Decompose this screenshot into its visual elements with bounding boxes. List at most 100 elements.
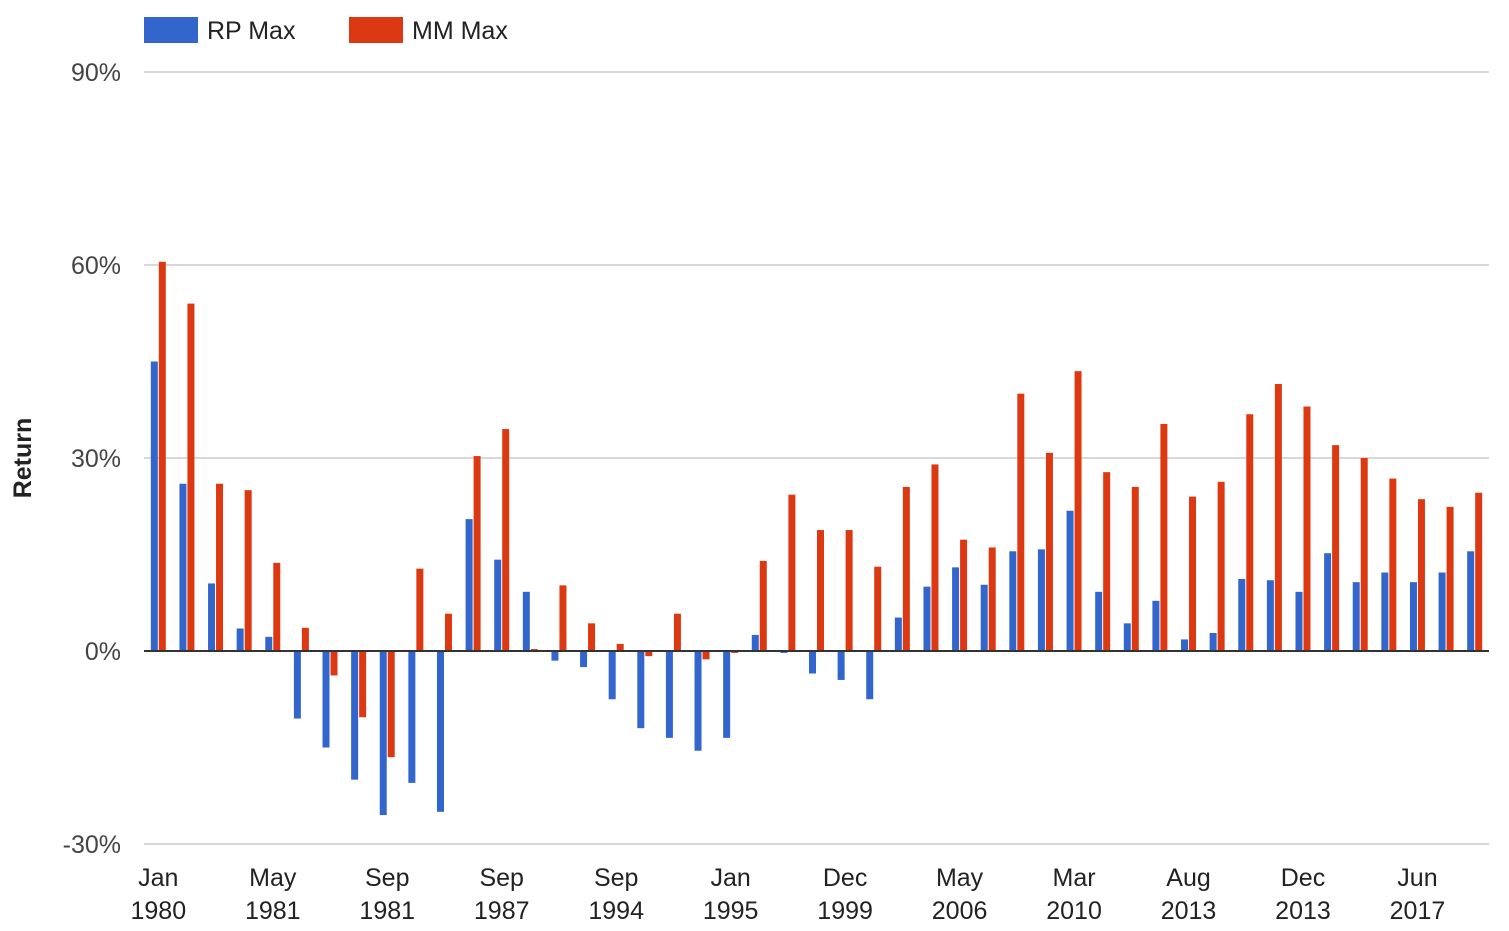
rp-max-bar[interactable] [608,651,616,700]
rp-max-bar[interactable] [694,651,702,751]
rp-max-bar[interactable] [265,636,273,651]
rp-max-bar[interactable] [580,651,588,668]
rp-max-bar[interactable] [637,651,645,729]
mm-max-bar[interactable] [588,623,596,651]
rp-max-bar[interactable] [1238,578,1246,651]
mm-max-bar[interactable] [1217,481,1225,651]
mm-max-bar[interactable] [1360,458,1368,651]
x-tick-label-month: Sep [365,864,409,892]
rp-max-bar[interactable] [809,651,816,674]
mm-max-bar[interactable] [960,539,968,651]
rp-max-bar[interactable] [293,651,301,719]
rp-max-bar[interactable] [923,586,931,651]
mm-max-bar[interactable] [759,560,767,651]
mm-max-bar[interactable] [988,547,996,651]
rp-max-bar[interactable] [208,583,216,651]
rp-max-bar[interactable] [351,651,359,780]
rp-max-bar[interactable] [837,651,845,680]
rp-max-bar[interactable] [665,651,673,738]
rp-max-bar[interactable] [952,567,960,651]
x-tick-label-month: Jan [710,864,750,892]
mm-max-bar[interactable] [1274,384,1282,651]
rp-max-bar[interactable] [465,519,473,651]
rp-max-bar[interactable] [1295,591,1303,651]
mm-max-bar[interactable] [817,530,824,651]
rp-max-bar[interactable] [322,651,330,748]
y-axis-ticks: -30% 0% 30% 60% 90% [63,59,121,859]
rp-max-bar[interactable] [1409,582,1417,651]
mm-max-bar[interactable] [902,486,910,651]
mm-max-bar[interactable] [301,627,309,651]
rp-max-bar[interactable] [236,628,244,651]
rp-max-bar[interactable] [1467,551,1475,651]
mm-max-bar[interactable] [244,490,252,651]
mm-max-bar[interactable] [1160,423,1168,651]
rp-max-bar[interactable] [723,651,731,738]
mm-max-bar[interactable] [1446,506,1454,651]
mm-max-bar[interactable] [788,494,796,651]
rp-max-bar[interactable] [551,651,559,661]
rp-max-bar[interactable] [866,651,874,700]
mm-max-bar[interactable] [1332,445,1340,651]
rp-max-bar[interactable] [1266,580,1274,651]
rp-max-bar[interactable] [1152,600,1160,651]
mm-max-bar[interactable] [1103,472,1111,651]
legend[interactable]: RP Max MM Max [144,17,508,45]
mm-max-bar[interactable] [330,651,338,676]
rp-max-bar[interactable] [1095,591,1103,651]
mm-max-bar[interactable] [1017,393,1025,651]
mm-max-bar[interactable] [845,530,853,651]
mm-max-bar[interactable] [874,566,882,651]
mm-max-bar[interactable] [473,456,481,651]
rp-max-bar[interactable] [894,617,902,651]
rp-max-bar[interactable] [980,584,988,651]
mm-max-bar[interactable] [702,651,710,660]
mm-max-bar[interactable] [1246,414,1254,651]
mm-max-bar[interactable] [1389,478,1397,651]
rp-max-bar[interactable] [1352,582,1360,651]
mm-max-bar[interactable] [273,562,281,651]
x-tick-label-month: Jun [1397,864,1437,892]
rp-max-bar[interactable] [150,361,158,652]
rp-max-bar[interactable] [1009,551,1017,651]
bars [150,261,1483,816]
x-tick-label-month: May [936,864,984,892]
rp-max-bar[interactable] [379,651,387,816]
mm-max-bar[interactable] [1074,371,1082,651]
mm-max-bar[interactable] [158,261,166,651]
mm-max-bar[interactable] [187,303,195,651]
mm-max-bar[interactable] [645,651,653,657]
rp-max-bar[interactable] [494,559,502,651]
rp-max-bar[interactable] [1066,510,1074,651]
legend-item[interactable]: MM Max [349,17,508,45]
rp-max-bar[interactable] [1438,572,1446,651]
rp-max-bar[interactable] [1324,553,1332,651]
mm-max-bar[interactable] [416,568,424,651]
legend-item[interactable]: RP Max [144,17,296,45]
rp-max-bar[interactable] [1181,639,1189,651]
mm-max-bar[interactable] [1417,499,1425,651]
mm-max-bar[interactable] [616,643,624,651]
mm-max-bar[interactable] [444,613,452,651]
rp-max-bar[interactable] [1037,549,1045,651]
mm-max-bar[interactable] [1045,452,1053,651]
mm-max-bar[interactable] [216,483,224,651]
rp-max-bar[interactable] [1381,572,1389,651]
mm-max-bar[interactable] [387,651,395,758]
mm-max-bar[interactable] [559,585,567,651]
mm-max-bar[interactable] [1189,496,1197,651]
mm-max-bar[interactable] [673,613,681,651]
rp-max-bar[interactable] [179,483,187,651]
mm-max-bar[interactable] [1475,492,1483,651]
mm-max-bar[interactable] [502,429,510,651]
rp-max-bar[interactable] [751,634,759,651]
mm-max-bar[interactable] [359,651,367,718]
mm-max-bar[interactable] [1131,486,1139,651]
rp-max-bar[interactable] [436,651,444,812]
rp-max-bar[interactable] [522,591,530,651]
rp-max-bar[interactable] [1123,623,1131,651]
rp-max-bar[interactable] [1209,632,1217,651]
rp-max-bar[interactable] [408,651,416,783]
mm-max-bar[interactable] [1303,406,1311,651]
mm-max-bar[interactable] [931,464,939,651]
